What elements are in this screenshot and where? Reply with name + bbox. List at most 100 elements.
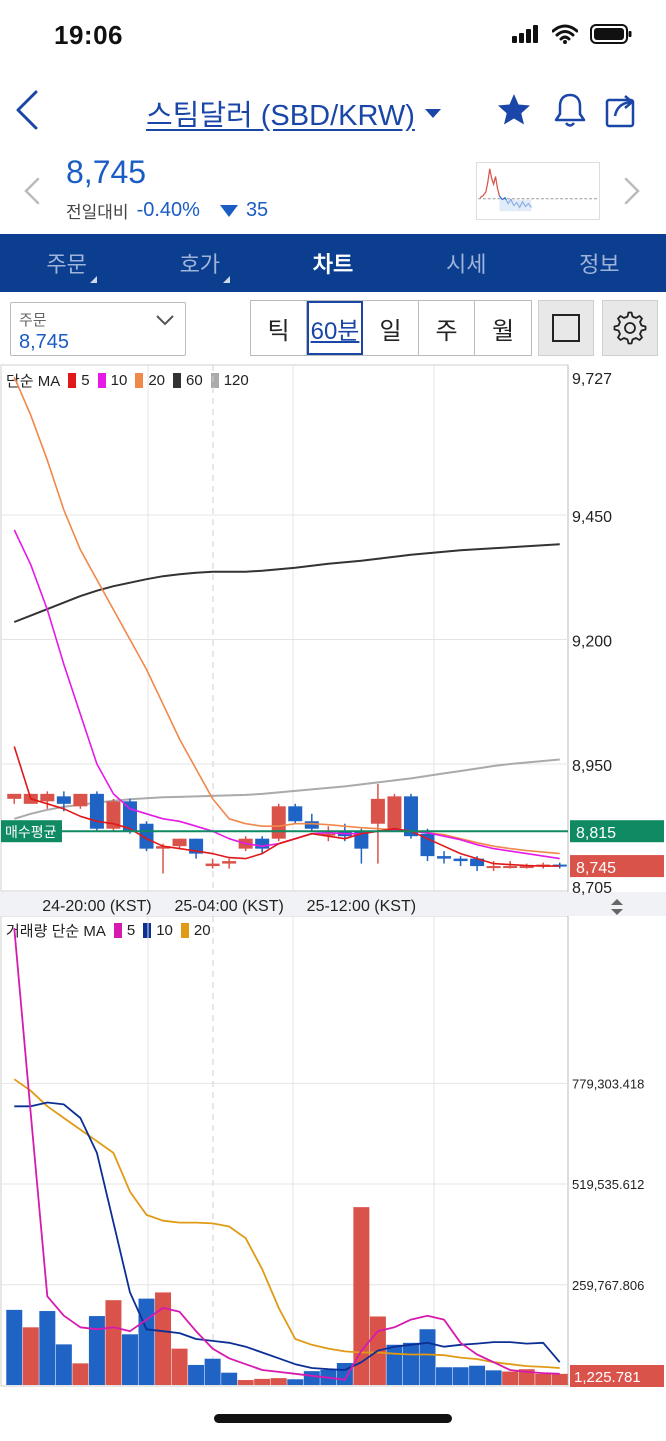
volume-bar	[535, 1373, 552, 1385]
ma120-legend: 120	[223, 372, 249, 389]
period-selector: 틱 60분 일 주 월	[250, 300, 532, 356]
volume-bar	[436, 1367, 453, 1385]
price-change: 전일대비 -0.40% 35	[66, 198, 268, 223]
status-time: 19:06	[54, 20, 123, 50]
tab-label: 시세	[445, 252, 487, 277]
status-bar: 19:06	[0, 0, 666, 72]
volume-bar	[121, 1334, 138, 1385]
period-button-1[interactable]: 60분	[307, 301, 363, 355]
prev-market-button[interactable]	[22, 176, 42, 211]
volume-bar	[39, 1311, 56, 1385]
candle-body	[503, 866, 518, 869]
favorite-button[interactable]	[496, 90, 532, 130]
status-icons	[512, 24, 632, 44]
candle-body	[370, 798, 385, 824]
volume-tick-label: 259,767.806	[572, 1278, 644, 1293]
price-tick-label: 8,950	[572, 758, 612, 775]
share-button[interactable]	[604, 90, 640, 130]
price-tick-label: 9,200	[572, 633, 612, 650]
volume-bar	[287, 1379, 304, 1385]
ma20-legend: 20	[148, 372, 165, 389]
chart-settings-button[interactable]	[602, 300, 658, 356]
volume-bar	[22, 1327, 39, 1385]
tab-4[interactable]: 정보	[533, 234, 666, 292]
down-triangle-icon	[219, 204, 238, 217]
ma20-swatch	[135, 373, 144, 388]
volume-bar	[204, 1358, 221, 1385]
chevron-left-icon	[24, 177, 40, 205]
volume-bar	[303, 1371, 320, 1385]
candle-body	[437, 856, 452, 859]
volume-axis-value: 1,225.781	[574, 1369, 641, 1386]
tab-1[interactable]: 호가	[133, 234, 266, 292]
main-tab-bar: 주문 호가 차트 시세 정보	[0, 234, 666, 292]
volume-bar	[518, 1369, 535, 1385]
volume-bar	[353, 1207, 370, 1385]
candle-body	[139, 823, 154, 849]
ma5-legend: 5	[81, 372, 90, 389]
square-icon	[552, 314, 580, 342]
volume-bar	[188, 1364, 205, 1385]
mini-price-chart	[476, 162, 600, 220]
vma5-line	[13, 927, 560, 1381]
tab-0[interactable]: 주문	[0, 234, 133, 292]
tab-2[interactable]: 차트	[266, 234, 399, 292]
chart-toolbar: 주문 8,745 틱 60분 일 주 월	[0, 298, 666, 362]
volume-bar	[171, 1348, 188, 1385]
volume-bar	[55, 1344, 72, 1385]
tab-label: 주문	[46, 252, 87, 277]
scroll-down-icon	[611, 909, 623, 915]
candle-body	[255, 838, 270, 849]
time-axis-band	[0, 892, 666, 916]
volume-bar	[485, 1370, 502, 1385]
tab-label: 정보	[579, 252, 620, 277]
candle-body	[40, 793, 55, 802]
ma20-line	[13, 376, 560, 855]
avg-price-tag	[1, 820, 62, 843]
period-button-3[interactable]: 주	[419, 301, 475, 355]
order-price-select[interactable]: 주문 8,745	[10, 302, 186, 356]
scroll-up-icon	[611, 899, 623, 905]
period-button-4[interactable]: 월	[491, 317, 515, 345]
candle-body	[156, 846, 171, 849]
next-market-button[interactable]	[622, 176, 642, 211]
period-button-2[interactable]: 일	[363, 301, 419, 355]
candle-body	[7, 793, 22, 799]
volume-bar	[502, 1371, 519, 1385]
candle-body	[453, 858, 468, 862]
order-select-label: 주문	[19, 312, 47, 329]
avg-price-tag-label: 매수평균	[5, 824, 57, 840]
candle-body	[271, 806, 286, 839]
price-tick-label: 9,450	[572, 509, 612, 526]
alert-button[interactable]	[552, 90, 588, 130]
period-button-0[interactable]: 틱	[251, 301, 307, 355]
vma20-legend: 20	[193, 922, 211, 939]
candle-body	[56, 796, 71, 804]
vma20-line	[13, 1078, 560, 1369]
time-axis-label: 25-04:00 (KST)	[174, 898, 283, 915]
draw-tool-button[interactable]	[538, 300, 594, 356]
candle-body	[89, 793, 104, 829]
chart-area[interactable]: 단순 MA 5 10 20 60 120 거래량 단순 MA 5 10 20 9…	[0, 364, 666, 1388]
battery-icon	[590, 24, 632, 44]
volume-bar	[88, 1316, 105, 1385]
back-button[interactable]	[12, 88, 42, 132]
vma10-legend: 10	[156, 922, 173, 939]
volume-bar	[155, 1292, 172, 1385]
market-selector[interactable]: 스팀달러 (SBD/KRW)	[146, 92, 441, 134]
volume-bar	[254, 1378, 271, 1385]
candle-body	[420, 833, 435, 857]
wifi-icon	[552, 24, 578, 44]
chevron-down-icon	[156, 315, 174, 326]
page-title: 스팀달러 (SBD/KRW)	[146, 100, 415, 132]
gear-icon	[613, 311, 647, 345]
chevron-right-icon	[624, 177, 640, 205]
tab-3[interactable]: 시세	[400, 234, 533, 292]
chevron-left-icon	[16, 90, 38, 130]
volume-bar	[402, 1342, 419, 1385]
quote-summary: 8,745 전일대비 -0.40% 35	[0, 146, 666, 234]
avg-price-axis-value: 8,815	[576, 825, 616, 842]
volume-bar	[6, 1309, 23, 1385]
candle-body	[172, 838, 187, 847]
candle-body	[403, 796, 418, 837]
